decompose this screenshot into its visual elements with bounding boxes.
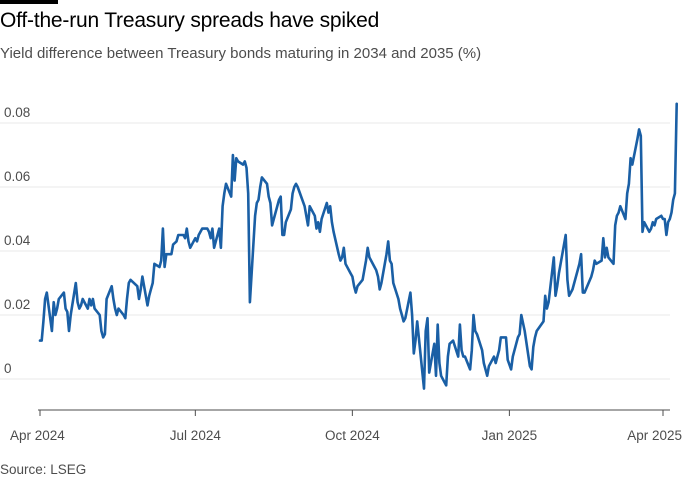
chart-title: Off-the-run Treasury spreads have spiked (0, 9, 380, 32)
x-tick-label-1: Jul 2024 (170, 428, 222, 443)
brand-bar (0, 0, 58, 4)
x-tick-label-3: Jan 2025 (482, 428, 538, 443)
y-tick-label-4: 0.08 (4, 105, 30, 120)
x-tick-label-4: Apr 2025 (627, 428, 682, 443)
y-axis: 0 0.02 0.04 0.06 0.08 (4, 105, 31, 376)
x-tick-label-0: Apr 2024 (10, 428, 65, 443)
y-tick-label-0: 0 (4, 361, 12, 376)
chart-subtitle: Yield difference between Treasury bonds … (0, 45, 482, 62)
x-axis: Apr 2024 Jul 2024 Oct 2024 Jan 2025 Apr 2025 (10, 409, 682, 443)
series-layer (38, 102, 678, 390)
series-line-0 (38, 102, 678, 390)
x-tick-label-2: Oct 2024 (325, 428, 380, 443)
y-tick-label-1: 0.02 (4, 297, 30, 312)
y-tick-label-3: 0.06 (4, 169, 30, 184)
source-note: Source: LSEG (0, 462, 87, 477)
y-tick-label-2: 0.04 (4, 233, 31, 248)
gridlines (0, 122, 670, 380)
